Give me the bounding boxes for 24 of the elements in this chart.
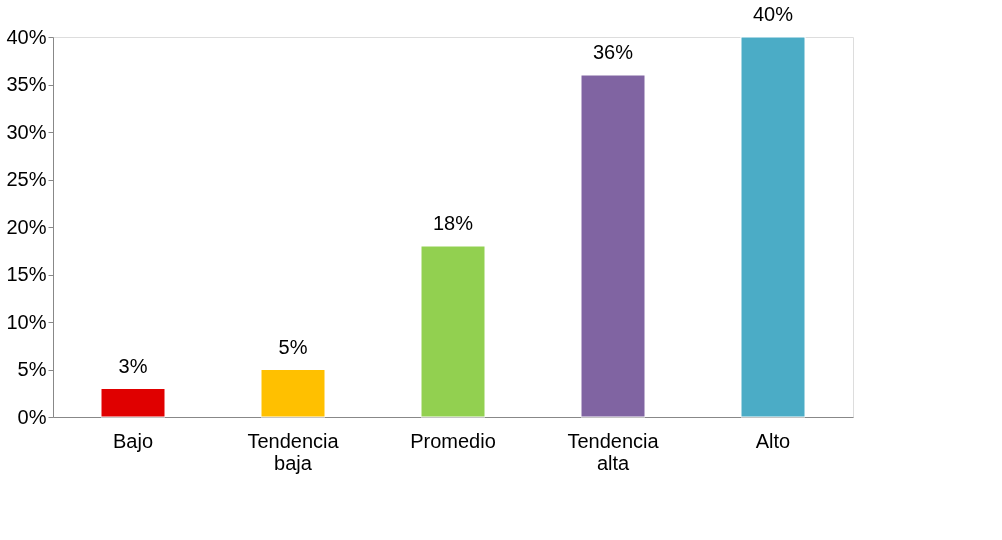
data-label: 40% xyxy=(752,3,794,25)
y-tick-label: 0% xyxy=(17,405,47,428)
y-tick-label: 30% xyxy=(6,120,47,143)
data-label: 3% xyxy=(118,354,148,377)
bar xyxy=(420,245,486,418)
y-tick-label: 40% xyxy=(6,25,47,48)
x-tick-label: Bajo xyxy=(112,429,154,452)
y-tick-label: 20% xyxy=(6,215,47,238)
x-tick-label: Promedio xyxy=(410,429,496,452)
data-label: 5% xyxy=(278,335,308,358)
x-tick-label: Tendencia baja xyxy=(247,429,340,474)
y-tick-label: 35% xyxy=(6,73,47,95)
bar xyxy=(100,388,166,418)
bar xyxy=(740,36,806,418)
y-tick-label: 25% xyxy=(6,168,47,190)
data-label: 18% xyxy=(432,212,474,234)
y-tick-label: 10% xyxy=(6,310,47,333)
data-label: 36% xyxy=(592,41,634,63)
x-tick-label: Tendencia alta xyxy=(567,429,660,474)
y-tick-label: 15% xyxy=(6,263,47,285)
x-tick-label: Alto xyxy=(755,429,791,452)
bar xyxy=(260,369,326,418)
y-tick-label: 5% xyxy=(17,358,47,380)
bar xyxy=(580,74,646,418)
